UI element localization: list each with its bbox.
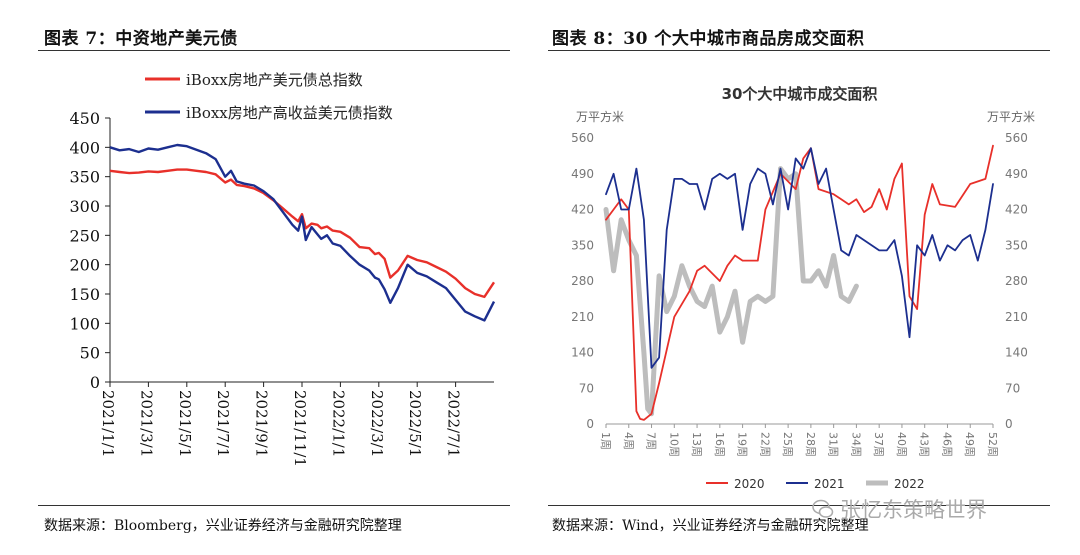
left-axis-unit: 万平方米 xyxy=(576,109,624,124)
left-title-rule xyxy=(38,50,510,51)
x-tick-label: 43周 xyxy=(918,432,931,457)
left-source-rule xyxy=(38,505,510,506)
legend-label: 2020 xyxy=(734,477,765,491)
x-tick-label: 2021/7/1 xyxy=(214,390,232,457)
series-line xyxy=(605,147,994,369)
left-y-tick-label: 350 xyxy=(571,238,594,252)
legend-label: iBoxx房地产高收益美元债指数 xyxy=(186,104,393,122)
right-y-tick-label: 0 xyxy=(1005,417,1013,431)
x-tick-label: 2021/1/1 xyxy=(99,390,117,457)
series-line xyxy=(603,166,859,417)
y-tick-label: 200 xyxy=(69,256,100,275)
y-tick-label: 0 xyxy=(90,373,100,392)
x-tick-label: 31周 xyxy=(827,432,840,457)
right-figure-title: 图表 8：30 个大中城市商品房成交面积 xyxy=(552,29,865,49)
right-y-tick-label: 490 xyxy=(1005,167,1028,181)
y-tick-label: 100 xyxy=(69,314,100,333)
bond-index-chart: 0 50 100 150 200 250 300 350 400 450 2021/1/1 2021/… xyxy=(69,71,496,467)
left-y-tick-label: 210 xyxy=(571,310,594,324)
x-tick-label: 40周 xyxy=(895,432,908,457)
x-tick-label: 25周 xyxy=(781,432,794,457)
x-tick-label: 2021/3/1 xyxy=(137,390,155,457)
x-tick-label: 19周 xyxy=(736,432,749,457)
x-tick-label: 22周 xyxy=(758,432,771,457)
x-tick-label: 10周 xyxy=(667,432,680,457)
y-tick-label: 150 xyxy=(69,285,100,304)
y-tick-label: 50 xyxy=(80,344,100,363)
right-y-tick-label: 70 xyxy=(1005,381,1020,395)
watermark-text: 张忆东策略世界 xyxy=(840,498,987,522)
legend-label: 2021 xyxy=(814,477,845,491)
x-tick-label: 16周 xyxy=(713,432,726,457)
x-tick-label: 4周 xyxy=(622,432,635,450)
y-tick-label: 300 xyxy=(69,197,100,216)
x-tick-label: 49周 xyxy=(963,432,976,457)
x-tick-label: 2022/1/1 xyxy=(329,390,347,457)
x-tick-label: 37周 xyxy=(872,432,885,457)
right-axis-unit: 万平方米 xyxy=(987,109,1035,124)
legend-label: 2022 xyxy=(894,477,925,491)
x-tick-label: 13周 xyxy=(690,432,703,457)
right-title-rule xyxy=(548,50,1050,51)
right-source-note: 数据来源：Wind，兴业证券经济与金融研究院整理 xyxy=(552,518,869,534)
y-tick-label: 350 xyxy=(69,168,100,187)
right-y-tick-label: 280 xyxy=(1005,274,1028,288)
y-tick-label: 400 xyxy=(69,138,100,157)
series-line xyxy=(109,168,496,299)
right-y-tick-label: 560 xyxy=(1005,131,1028,145)
y-tick-label: 250 xyxy=(69,226,100,245)
left-source-note: 数据来源：Bloomberg，兴业证券经济与金融研究院整理 xyxy=(44,518,402,534)
x-tick-label: 52周 xyxy=(986,432,999,457)
right-source-rule xyxy=(548,505,1050,506)
x-tick-label: 34周 xyxy=(849,432,862,457)
x-tick-label: 2021/9/1 xyxy=(253,390,271,457)
left-y-tick-label: 70 xyxy=(579,381,594,395)
x-tick-label: 2021/5/1 xyxy=(176,390,194,457)
chart-title: 30个大中城市成交面积 xyxy=(722,85,878,103)
right-y-tick-label: 350 xyxy=(1005,238,1028,252)
x-tick-label: 2021/11/1 xyxy=(291,390,309,467)
left-y-tick-label: 280 xyxy=(571,274,594,288)
left-y-tick-label: 490 xyxy=(571,167,594,181)
x-tick-label: 46周 xyxy=(940,432,953,457)
wechat-icon xyxy=(812,499,834,518)
left-figure-title: 图表 7：中资地产美元债 xyxy=(44,29,238,49)
left-y-tick-label: 560 xyxy=(571,131,594,145)
watermark: 张忆东策略世界 xyxy=(812,494,987,524)
x-tick-label: 7周 xyxy=(645,432,658,450)
series-line xyxy=(109,143,496,322)
right-y-tick-label: 210 xyxy=(1005,310,1028,324)
legend-label: iBoxx房地产美元债总指数 xyxy=(186,71,363,89)
x-tick-label: 28周 xyxy=(804,432,817,457)
x-tick-label: 2022/5/1 xyxy=(406,390,424,457)
series-line xyxy=(605,144,994,421)
y-tick-label: 450 xyxy=(69,109,100,128)
x-tick-label: 2022/7/1 xyxy=(445,390,463,457)
left-y-tick-label: 140 xyxy=(571,346,594,360)
x-tick-label: 2022/3/1 xyxy=(368,390,386,457)
right-y-tick-label: 140 xyxy=(1005,346,1028,360)
left-y-tick-label: 0 xyxy=(586,417,594,431)
x-tick-label: 1周 xyxy=(599,432,612,450)
right-y-tick-label: 420 xyxy=(1005,203,1028,217)
left-y-tick-label: 420 xyxy=(571,203,594,217)
